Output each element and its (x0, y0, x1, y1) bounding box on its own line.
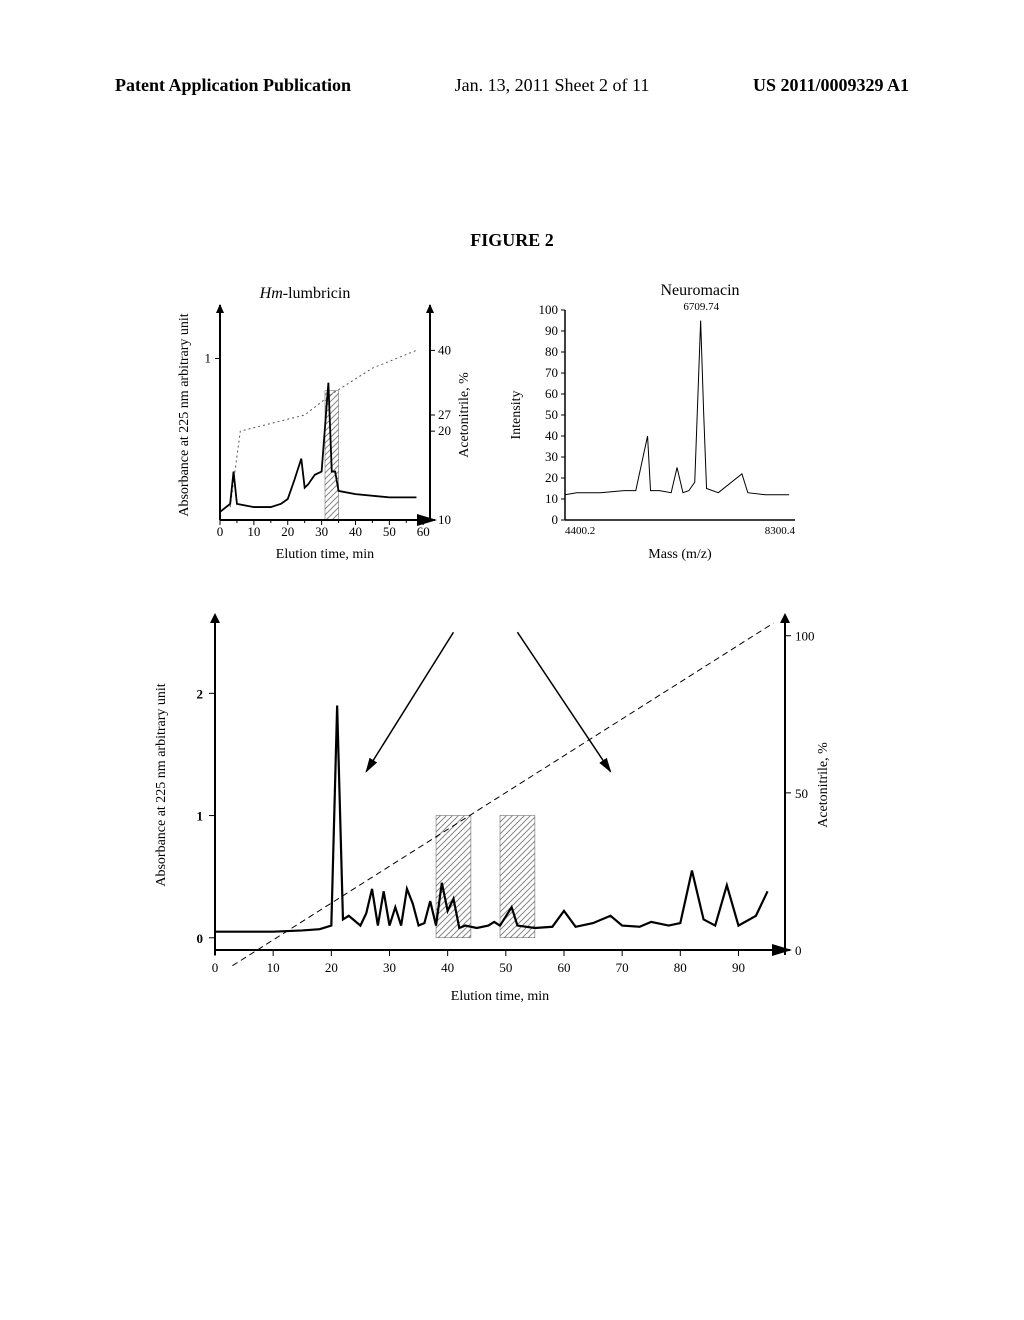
svg-text:40: 40 (438, 342, 451, 357)
svg-text:4400.2: 4400.2 (565, 525, 595, 537)
svg-text:Neuromacin: Neuromacin (660, 282, 739, 299)
svg-text:2: 2 (197, 686, 204, 701)
svg-text:60: 60 (545, 386, 558, 401)
chart-hm-lumbricin: Hm-lumbricin0102030405060110202740Elutio… (170, 280, 480, 570)
svg-text:40: 40 (545, 428, 558, 443)
header-center: Jan. 13, 2011 Sheet 2 of 11 (455, 75, 650, 96)
svg-text:1: 1 (205, 350, 212, 365)
svg-text:90: 90 (732, 960, 745, 975)
svg-text:100: 100 (795, 629, 815, 644)
svg-text:60: 60 (557, 960, 570, 975)
chart-bottom: 0102030405060708090012050100Elution time… (140, 600, 840, 1010)
svg-text:Acetonitrile, %: Acetonitrile, % (816, 742, 831, 828)
svg-text:10: 10 (267, 960, 280, 975)
header-right: US 2011/0009329 A1 (753, 75, 909, 96)
svg-text:10: 10 (438, 512, 451, 527)
svg-text:10: 10 (545, 491, 558, 506)
svg-text:0: 0 (552, 512, 559, 527)
svg-text:Absorbance at 225 nm arbitrary: Absorbance at 225 nm arbitrary unit (154, 683, 169, 886)
svg-text:Acetonitrile, %: Acetonitrile, % (457, 372, 472, 458)
svg-text:100: 100 (539, 302, 559, 317)
svg-text:Elution time, min: Elution time, min (276, 547, 374, 562)
svg-text:40: 40 (441, 960, 454, 975)
svg-text:80: 80 (545, 344, 558, 359)
svg-text:Hm-lumbricin: Hm-lumbricin (259, 285, 351, 302)
svg-text:20: 20 (545, 470, 558, 485)
svg-text:20: 20 (325, 960, 338, 975)
svg-text:70: 70 (545, 365, 558, 380)
svg-text:20: 20 (438, 423, 451, 438)
svg-text:0: 0 (212, 960, 219, 975)
svg-text:27: 27 (438, 407, 452, 422)
svg-text:0: 0 (217, 524, 224, 539)
header-left: Patent Application Publication (115, 75, 351, 96)
svg-text:50: 50 (545, 407, 558, 422)
svg-text:40: 40 (349, 524, 362, 539)
svg-text:1: 1 (197, 809, 204, 824)
figure-title: FIGURE 2 (470, 230, 554, 251)
svg-text:70: 70 (616, 960, 629, 975)
svg-text:0: 0 (795, 943, 802, 958)
svg-text:50: 50 (499, 960, 512, 975)
svg-text:Intensity: Intensity (509, 391, 524, 440)
svg-text:Elution time, min: Elution time, min (451, 989, 549, 1004)
svg-text:50: 50 (795, 786, 808, 801)
svg-text:10: 10 (247, 524, 260, 539)
svg-text:30: 30 (383, 960, 396, 975)
svg-text:30: 30 (315, 524, 328, 539)
svg-text:90: 90 (545, 323, 558, 338)
svg-text:8300.4: 8300.4 (765, 525, 796, 537)
svg-text:50: 50 (383, 524, 396, 539)
svg-text:80: 80 (674, 960, 687, 975)
svg-text:Absorbance at 225 nm arbitrary: Absorbance at 225 nm arbitrary unit (177, 313, 192, 516)
svg-text:20: 20 (281, 524, 294, 539)
svg-text:30: 30 (545, 449, 558, 464)
svg-text:60: 60 (417, 524, 430, 539)
svg-text:Mass (m/z): Mass (m/z) (648, 547, 712, 562)
chart-neuromacin: Neuromacin 6709.74 0 10 20 30 40 50 60 70 80 90 100 4… (500, 280, 810, 570)
svg-text:6709.74: 6709.74 (683, 301, 719, 313)
svg-text:0: 0 (197, 931, 204, 946)
